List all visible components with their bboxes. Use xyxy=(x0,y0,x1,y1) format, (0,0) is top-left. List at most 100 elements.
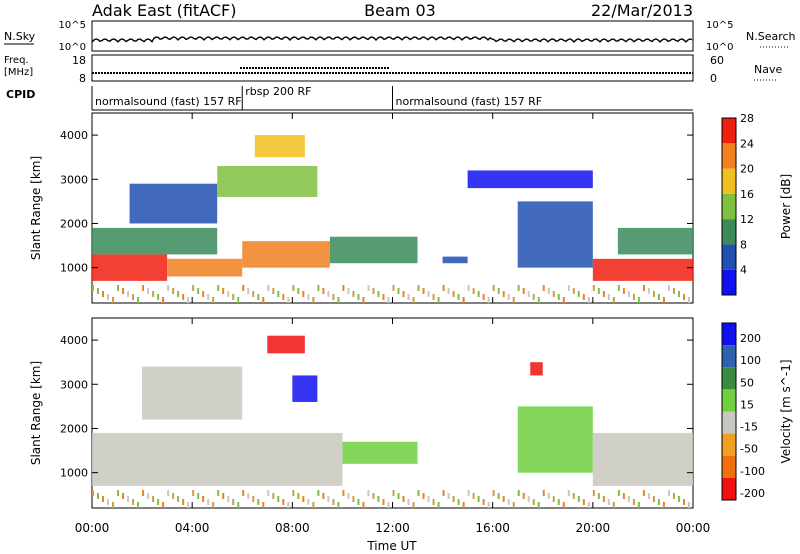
ground-scatter-mark xyxy=(537,502,540,508)
ground-scatter-mark xyxy=(672,288,675,294)
ground-scatter-mark xyxy=(642,285,645,291)
ground-scatter-mark xyxy=(612,297,615,303)
ground-scatter-mark xyxy=(102,496,105,502)
ground-scatter-mark xyxy=(352,291,355,297)
ground-scatter-mark xyxy=(477,496,480,502)
ground-scatter-mark xyxy=(567,285,570,291)
y-tick-label: 4000 xyxy=(60,129,88,142)
ground-scatter-mark xyxy=(622,493,625,499)
x-tick-label: 12:00 xyxy=(375,521,410,535)
ground-scatter-mark xyxy=(212,502,215,508)
ground-scatter-mark xyxy=(157,294,160,300)
ground-scatter-mark xyxy=(552,291,555,297)
cpid-label: CPID xyxy=(6,88,35,101)
ground-scatter-mark xyxy=(312,502,315,508)
heatmap-region xyxy=(92,432,343,486)
heatmap-region xyxy=(592,432,693,486)
ground-scatter-mark xyxy=(407,294,410,300)
y-tick-label: 2000 xyxy=(60,422,88,435)
ground-scatter-mark xyxy=(492,490,495,496)
heatmap-region xyxy=(217,166,318,197)
ground-scatter-mark xyxy=(612,502,615,508)
ground-scatter-mark xyxy=(512,297,515,303)
colorbar-tick-label: 4 xyxy=(740,264,747,277)
ground-scatter-mark xyxy=(292,490,295,496)
ground-scatter-mark xyxy=(382,499,385,505)
ground-scatter-mark xyxy=(657,499,660,505)
ground-scatter-mark xyxy=(217,490,220,496)
ground-scatter-mark xyxy=(312,297,315,303)
ground-scatter-mark xyxy=(182,294,185,300)
colorbar-swatch xyxy=(722,345,736,368)
ground-scatter-mark xyxy=(227,496,230,502)
cpid-segment-label: normalsound (fast) 157 RF xyxy=(396,95,543,108)
ground-scatter-mark xyxy=(132,294,135,300)
ground-scatter-mark xyxy=(122,493,125,499)
ground-scatter-mark xyxy=(677,496,680,502)
ground-scatter-mark xyxy=(347,493,350,499)
heatmap-region xyxy=(517,201,593,268)
ground-scatter-mark xyxy=(467,490,470,496)
ground-scatter-mark xyxy=(327,496,330,502)
ground-scatter-mark xyxy=(647,493,650,499)
ground-scatter-mark xyxy=(427,291,430,297)
ground-scatter-mark xyxy=(532,499,535,505)
ground-scatter-mark xyxy=(352,496,355,502)
ground-scatter-mark xyxy=(137,502,140,508)
ground-scatter-mark xyxy=(202,291,205,297)
ground-scatter-mark xyxy=(462,297,465,303)
x-tick-label: 08:00 xyxy=(275,521,310,535)
ground-scatter-mark xyxy=(162,502,165,508)
y-axis-label: Slant Range [km] xyxy=(29,156,43,260)
heatmap-region xyxy=(142,366,243,420)
ground-scatter-mark xyxy=(637,297,640,303)
ground-scatter-mark xyxy=(602,496,605,502)
ground-scatter-mark xyxy=(247,288,250,294)
ground-scatter-mark xyxy=(257,499,260,505)
colorbar-swatch xyxy=(722,143,736,169)
ground-scatter-mark xyxy=(367,285,370,291)
ground-scatter-mark xyxy=(472,288,475,294)
ground-scatter-mark xyxy=(562,502,565,508)
ground-scatter-mark xyxy=(347,288,350,294)
ground-scatter-mark xyxy=(117,490,120,496)
noise-right-tick-top: 10^5 xyxy=(706,20,733,31)
ground-scatter-mark xyxy=(627,496,630,502)
ground-scatter-mark xyxy=(172,288,175,294)
ground-scatter-mark xyxy=(682,499,685,505)
ground-scatter-mark xyxy=(527,291,530,297)
ground-scatter-mark xyxy=(452,496,455,502)
ground-scatter-mark xyxy=(322,288,325,294)
ground-scatter-mark xyxy=(332,499,335,505)
ground-scatter-mark xyxy=(337,297,340,303)
heatmap-region xyxy=(254,135,305,158)
ground-scatter-mark xyxy=(427,496,430,502)
ground-scatter-mark xyxy=(392,285,395,291)
ground-scatter-mark xyxy=(632,294,635,300)
ground-scatter-mark xyxy=(592,285,595,291)
colorbar-tick-label: 50 xyxy=(740,376,754,389)
ground-scatter-mark xyxy=(607,499,610,505)
ground-scatter-mark xyxy=(472,493,475,499)
colorbar-tick-label: 200 xyxy=(740,332,761,345)
ground-scatter-mark xyxy=(662,297,665,303)
power-panel: 1000 2000 3000 4000 Slant Range [km] 4 8 12 16 20… xyxy=(29,112,793,304)
radar-title: Adak East (fitACF) xyxy=(92,1,236,20)
colorbar-swatch xyxy=(722,118,736,144)
ground-scatter-mark xyxy=(622,288,625,294)
ground-scatter-mark xyxy=(167,285,170,291)
ground-scatter-mark xyxy=(402,496,405,502)
ground-scatter-mark xyxy=(467,285,470,291)
ground-scatter-mark xyxy=(587,502,590,508)
ground-scatter-mark xyxy=(397,288,400,294)
ground-scatter-mark xyxy=(617,285,620,291)
ground-scatter-mark xyxy=(242,285,245,291)
x-tick-label: 16:00 xyxy=(475,521,510,535)
nave-tick-bottom: 0 xyxy=(710,72,717,85)
ground-scatter-mark xyxy=(182,499,185,505)
heatmap-region xyxy=(92,227,218,255)
ground-scatter-mark xyxy=(557,294,560,300)
ground-scatter-mark xyxy=(362,502,365,508)
x-tick-label: 04:00 xyxy=(175,521,210,535)
ground-scatter-mark xyxy=(192,285,195,291)
